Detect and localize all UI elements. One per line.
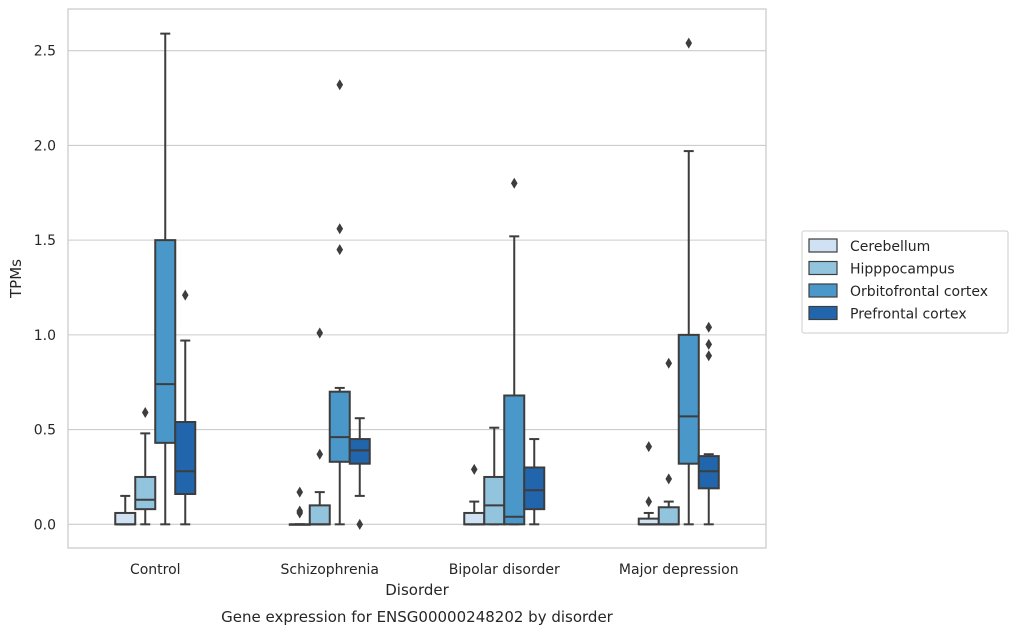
y-tick-label: 0.5	[34, 423, 56, 439]
box-iqr	[677, 333, 700, 465]
box-group	[134, 407, 157, 526]
legend-swatch	[808, 283, 838, 298]
outlier-point	[665, 357, 673, 369]
box-iqr	[174, 421, 197, 496]
box-group	[677, 37, 700, 526]
outlier-point	[316, 448, 324, 460]
legend-swatch	[808, 260, 838, 276]
outlier-point	[645, 441, 653, 453]
box-iqr	[134, 475, 157, 511]
box-group	[308, 327, 331, 526]
outlier-point	[510, 177, 518, 189]
outlier-point	[705, 321, 713, 333]
box-iqr	[328, 390, 351, 463]
outlier-point	[470, 463, 478, 475]
y-tick-label: 0.0	[34, 517, 56, 533]
x-tick-label: Major depression	[619, 562, 739, 578]
outlier-point	[705, 338, 713, 350]
legend-label: Cerebellum	[850, 239, 930, 255]
box-group	[328, 79, 351, 526]
outlier-point	[296, 486, 304, 498]
legend-swatch	[808, 305, 838, 321]
outlier-point	[316, 327, 324, 339]
x-tick-label: Schizophrenia	[281, 562, 379, 578]
y-tick-label: 2.5	[34, 44, 56, 60]
chart-caption: Gene expression for ENSG00000248202 by d…	[221, 608, 614, 626]
x-axis-ticks: Control Schizophrenia Bipolar disorder Majo…	[130, 562, 739, 578]
outlier-point	[356, 518, 364, 530]
y-tick-label: 1.5	[34, 233, 56, 249]
y-axis-ticks: 0.0 0.5 1.0 1.5 2.0 2.5	[34, 44, 56, 534]
legend-frame	[801, 230, 1009, 334]
box-group	[637, 441, 660, 526]
box-group	[114, 494, 137, 526]
legend-swatch	[808, 238, 838, 253]
box-iqr	[154, 239, 177, 444]
outlier-point	[336, 244, 344, 256]
y-axis-label: TPMs	[7, 259, 25, 299]
box-group	[174, 289, 197, 526]
box-iqr	[503, 394, 526, 526]
box-group	[503, 177, 526, 526]
box-group	[288, 486, 311, 526]
box-group	[657, 357, 680, 526]
legend: Cerebellum Hipppocampus Orbitofrontal cort…	[801, 230, 1009, 334]
box-iqr	[308, 504, 331, 526]
plot-frame	[67, 8, 767, 549]
y-tick-label: 2.0	[34, 138, 56, 154]
outlier-point	[296, 505, 304, 517]
box-iqr	[523, 466, 546, 511]
legend-label: Orbitofrontal cortex	[850, 284, 988, 300]
box-iqr	[483, 475, 506, 526]
outlier-point	[645, 496, 653, 508]
outlier-point	[141, 407, 149, 419]
outlier-point	[705, 350, 713, 362]
box-group	[483, 426, 506, 526]
x-tick-label: Bipolar disorder	[449, 562, 560, 578]
outlier-point	[665, 473, 673, 485]
box-iqr	[657, 506, 680, 526]
box-group	[348, 417, 371, 530]
box-group	[463, 463, 486, 526]
legend-label: Hipppocampus	[850, 262, 955, 278]
outlier-point	[685, 37, 693, 49]
legend-label: Prefrontal cortex	[850, 307, 967, 323]
outlier-point	[181, 289, 189, 301]
box-group	[154, 32, 177, 526]
box-group	[697, 321, 720, 526]
box-iqr	[463, 511, 486, 526]
plot-marks	[114, 32, 720, 530]
x-tick-label: Control	[130, 562, 181, 578]
box-group	[523, 438, 546, 526]
outlier-point	[336, 79, 344, 91]
outlier-point	[336, 223, 344, 235]
box-iqr	[114, 511, 137, 526]
y-tick-label: 1.0	[34, 328, 56, 344]
x-axis-label: Disorder	[385, 581, 449, 599]
